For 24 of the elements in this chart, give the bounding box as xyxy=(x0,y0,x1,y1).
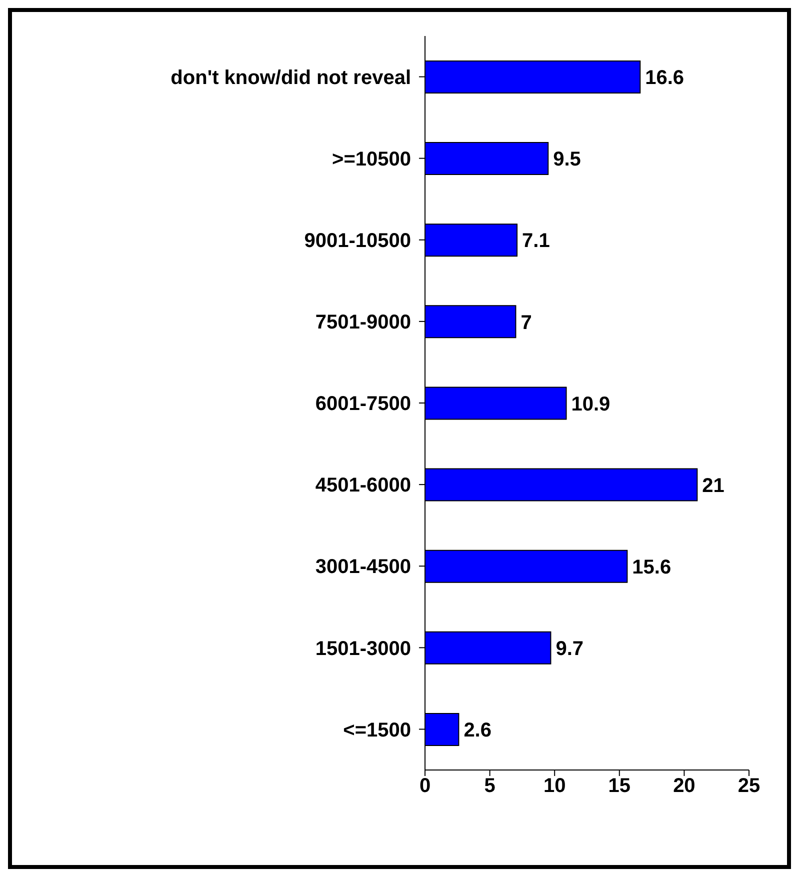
data-label: 16.6 xyxy=(645,67,684,90)
y-tick-label: 7501-9000 xyxy=(315,312,411,334)
y-tick-label: 9001-10500 xyxy=(304,230,411,252)
y-tick-label: <=1500 xyxy=(343,719,411,742)
y-tick-label: don't know/did not reveal xyxy=(170,66,411,89)
y-tick-label: 4501-6000 xyxy=(315,474,411,497)
data-label: 7 xyxy=(520,312,532,334)
data-label: 9.7 xyxy=(556,638,584,660)
y-tick-label: >=10500 xyxy=(332,148,411,170)
x-tick-label: 20 xyxy=(673,775,696,798)
x-tick-label: 5 xyxy=(484,775,496,798)
x-tick-label: 0 xyxy=(419,775,431,798)
data-label: 9.5 xyxy=(553,148,581,171)
x-tick-label: 10 xyxy=(543,775,566,798)
x-tick-label: 25 xyxy=(738,775,760,798)
data-label: 15.6 xyxy=(632,556,672,578)
data-label: 10.9 xyxy=(571,393,610,416)
data-label: 7.1 xyxy=(522,230,550,252)
y-tick-label: 1501-3000 xyxy=(315,638,411,660)
x-tick-label: 15 xyxy=(608,775,631,798)
y-tick-label: 3001-4500 xyxy=(315,556,411,578)
data-label: 2.6 xyxy=(464,720,492,742)
data-label: 21 xyxy=(702,474,724,497)
y-tick-label: 6001-7500 xyxy=(315,393,411,416)
